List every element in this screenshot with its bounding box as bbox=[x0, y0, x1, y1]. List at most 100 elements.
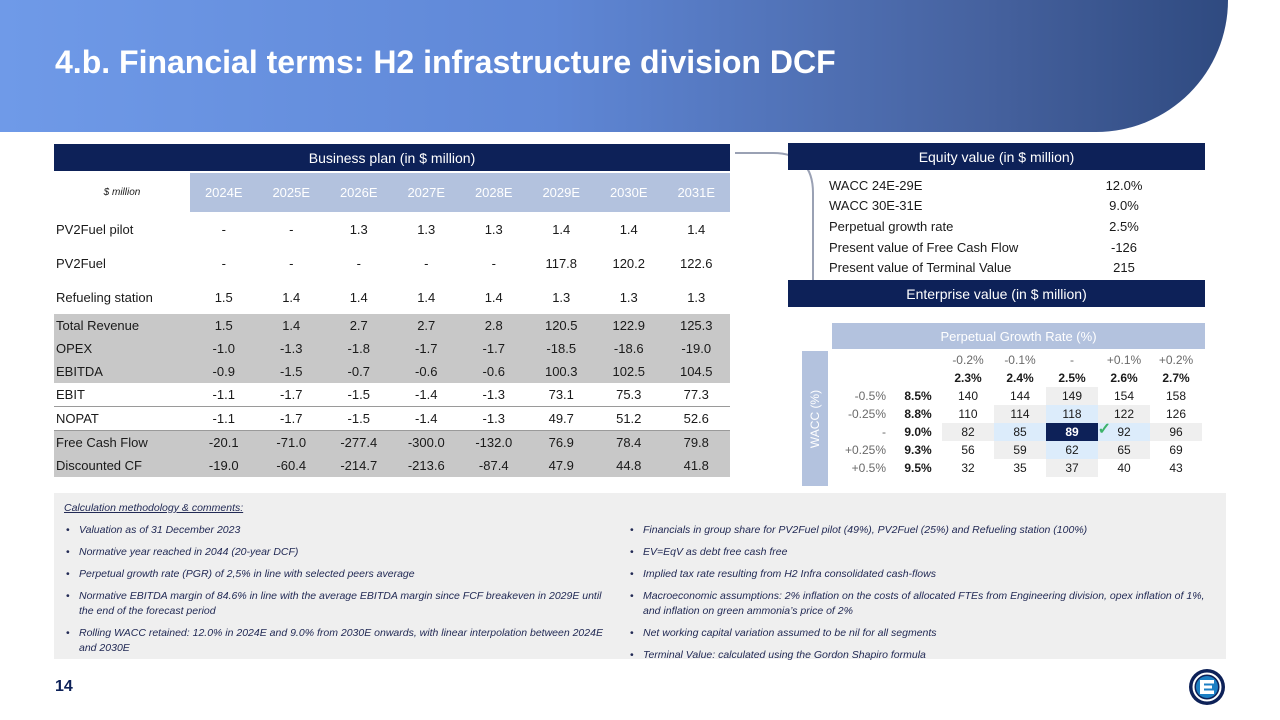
table-cell: -19.0 bbox=[190, 454, 258, 477]
list-item-text: Macroeconomic assumptions: 2% inflation … bbox=[643, 590, 1205, 617]
table-cell: -1.4 bbox=[392, 406, 460, 431]
sensitivity-cell: 62 bbox=[1046, 441, 1098, 459]
table-cell: 1.3 bbox=[687, 289, 706, 305]
comments-title: Calculation methodology & comments: bbox=[64, 502, 244, 514]
pgr-value: 2.4% bbox=[1006, 371, 1034, 385]
table-cell: 44.8 bbox=[595, 454, 663, 477]
table-cell: - bbox=[491, 255, 496, 271]
table-cell: 2.8 bbox=[460, 314, 528, 337]
enterprise-value-header-label: Enterprise value (in $ million) bbox=[906, 285, 1087, 302]
table-cell: 1.4 bbox=[257, 314, 325, 337]
wacc-delta: +0.5% bbox=[851, 461, 886, 475]
table-cell: 122.9 bbox=[595, 314, 663, 337]
wacc-axis-label-text: WACC (%) bbox=[808, 389, 822, 448]
sensitivity-cell: 56 bbox=[961, 443, 975, 457]
sensitivity-cell: 35 bbox=[1013, 461, 1027, 475]
table-cell: 102.5 bbox=[595, 360, 663, 383]
wacc-value: 9.5% bbox=[904, 461, 932, 475]
unit-label: $ million bbox=[54, 173, 190, 212]
pgr-value: 2.5% bbox=[1058, 371, 1086, 385]
table-row: Discounted CF -19.0 -60.4 -214.7 -213.6 -87.4… bbox=[54, 454, 730, 477]
table-cell: -1.5 bbox=[257, 360, 325, 383]
pgr-value: 2.6% bbox=[1110, 371, 1138, 385]
row-label: EBITDA bbox=[54, 360, 190, 383]
table-cell: 51.2 bbox=[595, 406, 663, 431]
table-cell: 1.3 bbox=[552, 289, 571, 305]
pgr-delta: -0.1% bbox=[1004, 353, 1036, 367]
comments-right-list: • Financials in group share for PV2Fuel p… bbox=[624, 523, 1214, 670]
pgr-delta: +0.1% bbox=[1106, 353, 1142, 367]
sensitivity-cell: 126 bbox=[1165, 407, 1187, 421]
row-label: Refueling station bbox=[56, 289, 153, 305]
table-cell: 73.1 bbox=[527, 383, 595, 407]
table-cell: -87.4 bbox=[460, 454, 528, 477]
wacc-value: 9.0% bbox=[904, 425, 932, 439]
table-cell: 2.7 bbox=[392, 314, 460, 337]
table-cell: -1.1 bbox=[190, 383, 258, 407]
table-cell: -0.7 bbox=[325, 360, 393, 383]
year-header: 2024E bbox=[190, 173, 258, 212]
table-cell: 41.8 bbox=[662, 454, 730, 477]
table-cell: -1.5 bbox=[325, 383, 393, 407]
pgr-delta: +0.2% bbox=[1158, 353, 1194, 367]
table-cell: 47.9 bbox=[527, 454, 595, 477]
table-cell: -1.7 bbox=[460, 337, 528, 360]
equity-row-label: Present value of Terminal Value bbox=[829, 260, 1012, 276]
list-item-text: Terminal Value: calculated using the Gor… bbox=[643, 649, 926, 661]
table-cell: 100.3 bbox=[527, 360, 595, 383]
equity-row: Perpetual growth rate 2.5% bbox=[829, 216, 1154, 237]
table-cell: -0.6 bbox=[460, 360, 528, 383]
sensitivity-cell: 32 bbox=[961, 461, 975, 475]
year-header: 2029E bbox=[527, 173, 595, 212]
table-cell: 49.7 bbox=[527, 406, 595, 431]
table-cell: 79.8 bbox=[662, 430, 730, 454]
table-cell: 1.4 bbox=[484, 289, 503, 305]
pgr-header-label: Perpetual Growth Rate (%) bbox=[940, 328, 1097, 344]
wacc-delta: -0.5% bbox=[854, 389, 886, 403]
table-cell: 1.4 bbox=[619, 221, 638, 237]
sensitivity-cell: 43 bbox=[1169, 461, 1183, 475]
table-cell: -277.4 bbox=[325, 430, 393, 454]
sensitivity-row: +0.5% 9.5% 32 35 37 40 43 bbox=[832, 459, 1202, 477]
wacc-delta: -0.25% bbox=[847, 407, 886, 421]
equity-row-label: WACC 30E-31E bbox=[829, 198, 923, 214]
sensitivity-cell: 92 bbox=[1098, 423, 1150, 441]
table-cell: - bbox=[221, 255, 226, 271]
page-title: 4.b. Financial terms: H2 infrastructure … bbox=[55, 44, 836, 80]
table-cell: -213.6 bbox=[392, 454, 460, 477]
sensitivity-cell: 85 bbox=[994, 423, 1046, 441]
equity-row: Present value of Free Cash Flow -126 bbox=[829, 237, 1154, 258]
sensitivity-cell-base: 89 ✓ bbox=[1046, 421, 1111, 441]
table-row: Refueling station 1.5 1.4 1.4 1.4 1.4 1.3 1.3 1.… bbox=[54, 280, 730, 314]
wacc-value: 8.8% bbox=[904, 407, 932, 421]
list-item: • Macroeconomic assumptions: 2% inflation… bbox=[630, 590, 1205, 617]
base-case-value: 89 bbox=[1065, 425, 1079, 439]
page-number: 14 bbox=[55, 678, 73, 695]
table-cell: -1.3 bbox=[460, 406, 528, 431]
sensitivity-row: - 9.0% 82 85 89 ✓ 92 96 bbox=[832, 421, 1202, 441]
row-label: OPEX bbox=[54, 337, 190, 360]
list-item: • Valuation as of 31 December 2023 bbox=[66, 524, 241, 536]
list-item: • EV=EqV as debt free cash free bbox=[630, 546, 788, 558]
equity-row-value: 9.0% bbox=[1109, 198, 1139, 214]
list-item-text: Perpetual growth rate (PGR) of 2,5% in l… bbox=[79, 568, 415, 580]
equity-row: WACC 30E-31E 9.0% bbox=[829, 196, 1154, 217]
sensitivity-row: +0.25% 9.3% 56 59 62 65 69 bbox=[832, 441, 1202, 459]
methodology-comments: Calculation methodology & comments: • Val… bbox=[54, 493, 1226, 661]
table-cell: -1.7 bbox=[257, 406, 325, 431]
list-item: • Terminal Value: calculated using the Go… bbox=[630, 649, 926, 661]
table-cell: -60.4 bbox=[257, 454, 325, 477]
year-header: 2028E bbox=[460, 173, 528, 212]
sensitivity-row: -0.25% 8.8% 110 114 118 122 126 bbox=[832, 405, 1202, 423]
table-row: EBITDA -0.9 -1.5 -0.7 -0.6 -0.6 100.3 102.5 104.… bbox=[54, 360, 730, 383]
table-cell: -18.6 bbox=[595, 337, 663, 360]
row-label: EBIT bbox=[54, 383, 190, 407]
flow-arrow-icon bbox=[735, 147, 828, 299]
table-cell: 1.5 bbox=[214, 289, 233, 305]
table-cell: 1.4 bbox=[349, 289, 368, 305]
table-cell: - bbox=[221, 221, 226, 237]
list-item-text: Rolling WACC retained: 12.0% in 2024E an… bbox=[79, 627, 603, 654]
table-cell: -18.5 bbox=[527, 337, 595, 360]
table-row: EBIT -1.1 -1.7 -1.5 -1.4 -1.3 73.1 75.3 77.3 bbox=[54, 383, 730, 407]
list-item: • Rolling WACC retained: 12.0% in 2024E a… bbox=[66, 627, 603, 654]
